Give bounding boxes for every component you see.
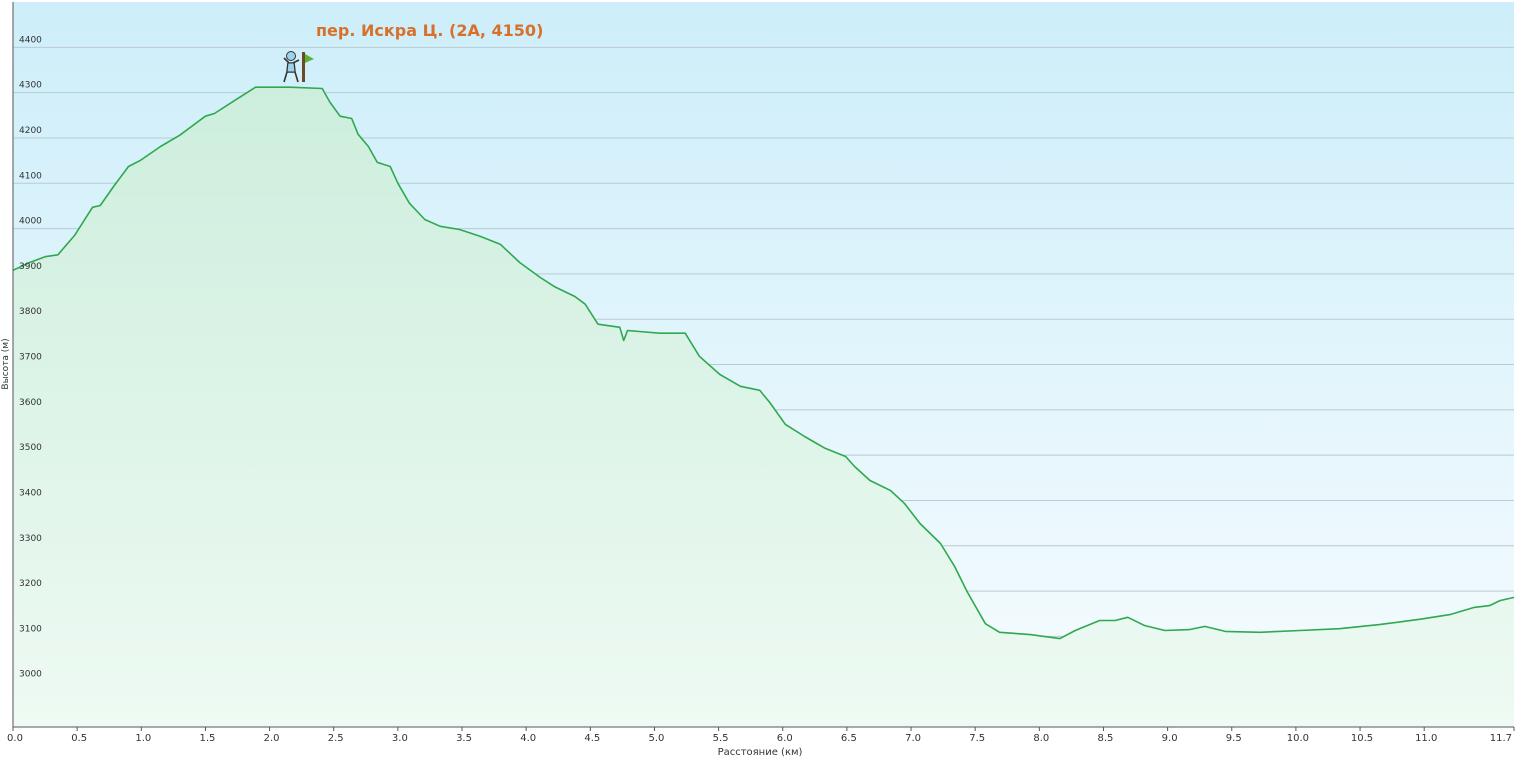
y-tick-label: 3200 bbox=[19, 579, 42, 589]
y-tick-label: 3300 bbox=[19, 534, 42, 544]
y-tick-label: 4400 bbox=[19, 35, 42, 45]
series bbox=[12, 86, 1515, 727]
x-tick-label: 1.0 bbox=[135, 733, 151, 744]
x-tick-label: 6.0 bbox=[777, 733, 793, 744]
x-tick-label: 0.5 bbox=[71, 733, 87, 744]
summit-icon bbox=[283, 51, 314, 83]
x-tick-label: 6.5 bbox=[841, 733, 857, 744]
y-tick-label: 3100 bbox=[19, 624, 42, 634]
x-tick-label: 7.5 bbox=[969, 733, 985, 744]
x-tick-label: 9.5 bbox=[1226, 733, 1242, 744]
x-tick-label: 1.5 bbox=[199, 733, 215, 744]
y-tick-label: 3500 bbox=[19, 443, 42, 453]
y-tick-label: 3600 bbox=[19, 398, 42, 408]
x-tick-label: 9.0 bbox=[1162, 733, 1178, 744]
x-tick-label: 3.5 bbox=[456, 733, 472, 744]
x-tick-label: 11.7 bbox=[1490, 733, 1512, 744]
x-tick-label: 8.0 bbox=[1033, 733, 1049, 744]
y-tick-label: 4300 bbox=[19, 81, 42, 91]
x-tick-label: 7.0 bbox=[905, 733, 921, 744]
y-tick-label: 4000 bbox=[19, 217, 42, 227]
y-tick-label: 4100 bbox=[19, 171, 42, 181]
x-tick-label: 10.0 bbox=[1287, 733, 1309, 744]
x-tick-label: 10.5 bbox=[1351, 733, 1373, 744]
y-tick-label: 4200 bbox=[19, 126, 42, 136]
x-tick-label: 8.5 bbox=[1098, 733, 1114, 744]
y-tick-label: 3700 bbox=[19, 353, 42, 363]
y-tick-label: 3400 bbox=[19, 488, 42, 498]
x-tick-label: 11.0 bbox=[1415, 733, 1437, 744]
area-fill bbox=[13, 87, 1514, 727]
x-tick-label: 4.0 bbox=[520, 733, 536, 744]
y-tick-label: 3800 bbox=[19, 307, 42, 317]
x-tick-label: 5.0 bbox=[648, 733, 664, 744]
y-axis-title: Высота (м) bbox=[1, 338, 11, 389]
elevation-line bbox=[12, 86, 1515, 640]
y-tick-label: 3000 bbox=[19, 670, 42, 680]
x-tick-label: 4.5 bbox=[584, 733, 600, 744]
x-axis-title: Расстояние (км) bbox=[718, 747, 803, 758]
x-tick-label: 0.0 bbox=[7, 733, 23, 744]
x-tick-label: 2.0 bbox=[264, 733, 280, 744]
annotation: пер. Искра Ц. (2А, 4150) bbox=[316, 21, 543, 40]
x-tick-label: 3.0 bbox=[392, 733, 408, 744]
x-tick-label: 5.5 bbox=[713, 733, 729, 744]
ticks: 3000 3100 3200 3300 3400 3500 3600 3700 3800 3900… bbox=[7, 35, 1515, 744]
x-tick-label: 2.5 bbox=[328, 733, 344, 744]
y-tick-label: 3900 bbox=[19, 262, 42, 272]
